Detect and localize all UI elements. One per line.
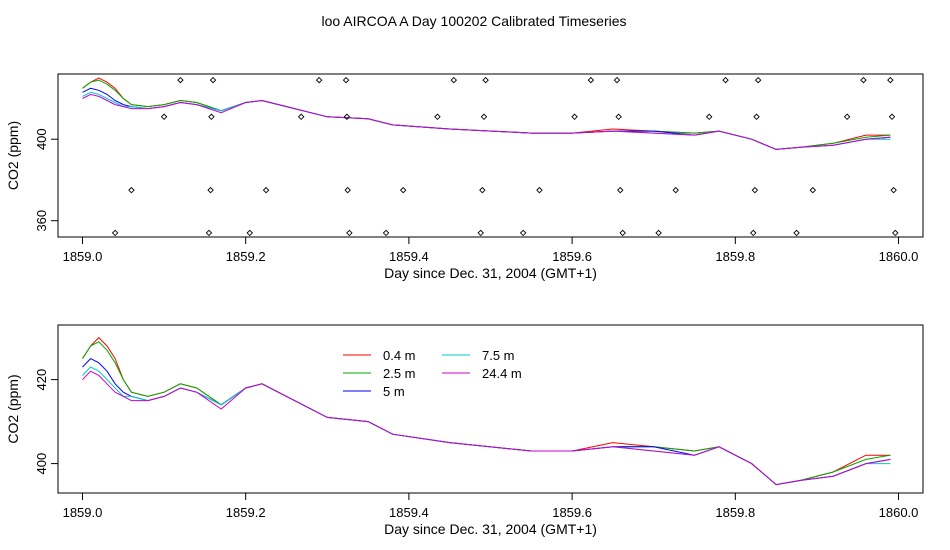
x-tick-label: 1860.0 [879,249,919,264]
bottom-panel: 1859.0 1859.2 1859.4 1859.6 1859.8 1860.0 400 4… [5,324,924,537]
calibration-point [477,229,484,237]
calibration-point [128,186,135,194]
calibration-point [809,186,817,194]
legend-label-1: 2.5 m [383,366,416,381]
calibration-point [613,76,621,84]
y-axis-title: CO2 (ppm) [5,121,21,190]
x-tick-label: 1859.0 [63,249,103,264]
y-tick-label: 360 [34,210,49,232]
y-axis-title: CO2 (ppm) [5,374,21,443]
calibration-point [346,229,353,237]
x-tick-label: 1859.8 [715,505,755,520]
calibration-point [754,76,762,84]
calibration-point [753,113,760,121]
calibration-point [617,186,624,194]
x-tick-label: 1859.2 [226,249,266,264]
x-tick-label: 1859.4 [389,249,429,264]
calibration-point [482,76,489,84]
calibration-point [890,186,897,194]
calibration-point [344,186,351,194]
x-axis-title: Day since Dec. 31, 2004 (GMT+1) [384,521,597,537]
calibration-point [860,76,867,84]
calibration-point [450,76,458,84]
x-tick-label: 1859.6 [552,505,592,520]
calibration-point [672,186,679,194]
series-line-4 [82,370,891,486]
calibration-point [342,76,350,84]
calibration-point [705,113,713,121]
calibration-point [343,113,351,121]
calibration-point [750,229,757,237]
calibration-point [160,113,168,121]
calibration-point [205,229,213,237]
calibration-point [382,229,390,237]
calibration-point [111,229,119,237]
series-line-4 [82,93,891,150]
x-axis-title: Day since Dec. 31, 2004 (GMT+1) [384,265,597,281]
x-tick-label: 1859.2 [226,505,266,520]
calibration-point [843,113,851,121]
calibration-point [887,76,894,84]
calibration-point [434,113,441,121]
x-tick-label: 1859.4 [389,505,429,520]
calibration-point [888,113,896,121]
x-tick-label: 1859.0 [63,505,103,520]
top-panel: 1859.0 1859.2 1859.4 1859.6 1859.8 1860.0 360 4… [5,73,924,281]
calibration-point [177,76,184,84]
calibration-point [571,113,578,121]
calibration-point [315,76,323,84]
calibration-point [519,229,527,237]
legend-label-3: 7.5 m [482,348,515,363]
calibration-point [619,229,626,237]
calibration-point [892,229,899,237]
calibration-point [399,186,407,194]
y-tick-label: 400 [34,453,49,475]
calibration-point [297,113,305,121]
calibration-point [587,76,595,84]
calibration-point [246,229,254,237]
legend-label-4: 24.4 m [482,366,522,381]
calibration-point [207,186,214,194]
y-tick-label: 400 [34,128,49,150]
calibration-point [480,113,488,121]
calibration-point [536,186,543,194]
calibration-point [479,186,486,194]
calibration-point [208,113,215,121]
x-tick-label: 1859.6 [552,249,592,264]
x-tick-label: 1859.8 [715,249,755,264]
calibration-point [615,113,622,121]
legend-label-0: 0.4 m [383,348,416,363]
calibration-point [793,229,800,237]
calibration-point [262,186,270,194]
x-tick-label: 1860.0 [879,505,919,520]
y-tick-label: 420 [34,369,49,391]
calibration-point [655,229,662,237]
main-title: loo AIRCOA A Day 100202 Calibrated Times… [321,13,626,29]
calibration-point [722,76,729,84]
legend: 0.4 m 2.5 m 5 m 7.5 m 24.4 m [343,348,522,399]
legend-label-2: 5 m [383,384,405,399]
calibration-point [751,186,759,194]
calibration-point [209,76,217,84]
